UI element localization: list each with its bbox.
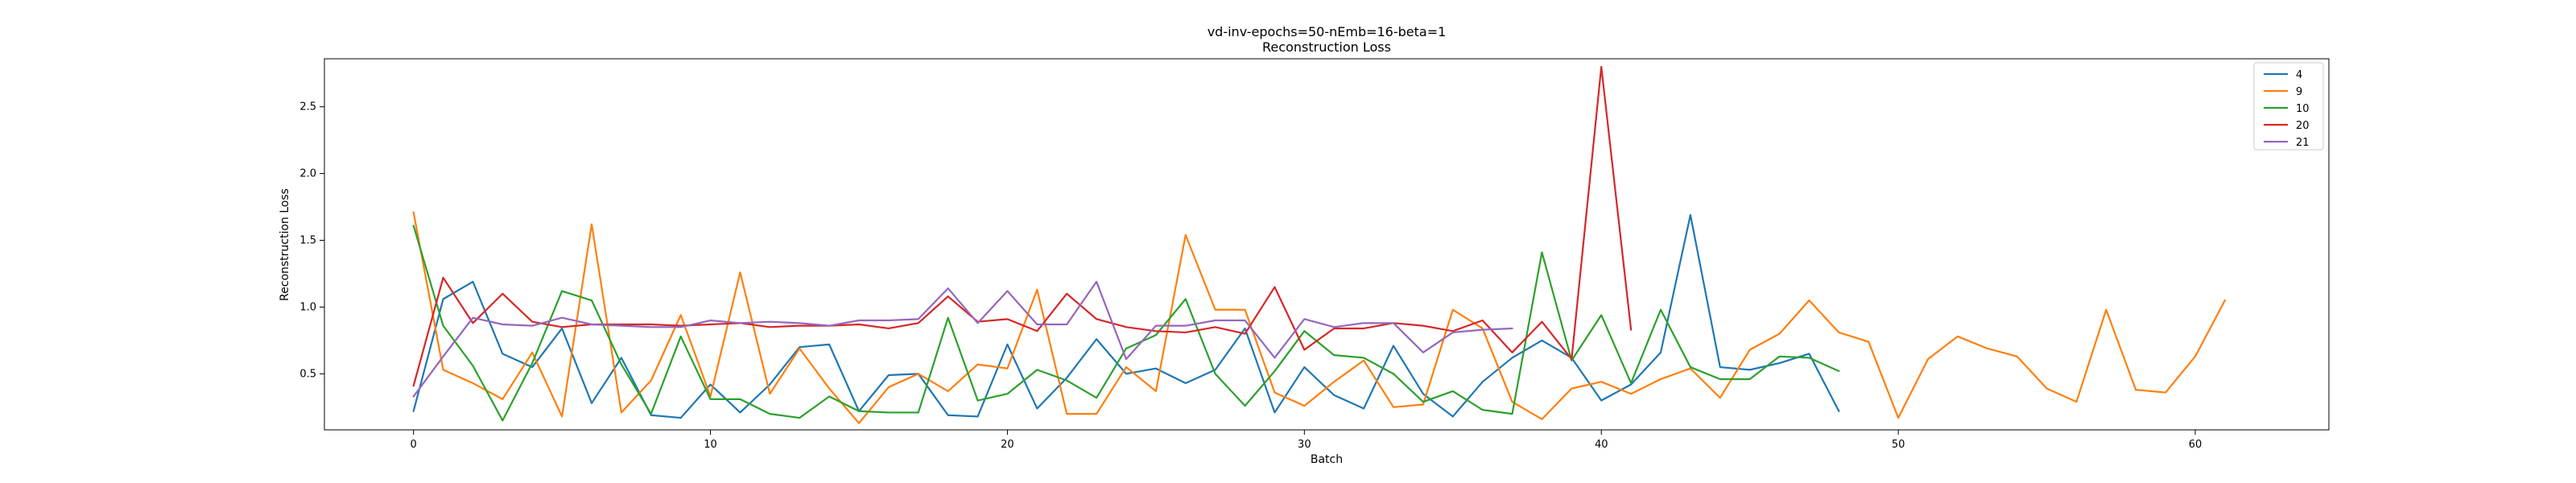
x-axis: 0 10 20 30 40 50 60 bbox=[411, 430, 2202, 451]
x-axis-label: Batch bbox=[1311, 453, 1343, 466]
x-tick-label: 0 bbox=[411, 439, 417, 451]
series-line-20 bbox=[412, 65, 1633, 387]
y-tick-label: 1.5 bbox=[299, 235, 316, 247]
axes-frame bbox=[324, 58, 2330, 431]
legend: 4 9 10 20 21 bbox=[2253, 62, 2324, 151]
legend-label-21: 21 bbox=[2296, 137, 2310, 149]
x-tick-label: 10 bbox=[704, 439, 717, 451]
series-line-21 bbox=[412, 280, 1513, 398]
y-tick-label: 0.5 bbox=[299, 368, 316, 380]
x-tick-label: 30 bbox=[1298, 439, 1311, 451]
x-tick-label: 60 bbox=[2189, 439, 2202, 451]
chart-subtitle: Reconstruction Loss bbox=[1262, 39, 1391, 55]
legend-label-20: 20 bbox=[2296, 120, 2310, 132]
y-axis: 0.5 1.0 1.5 2.0 2.5 bbox=[299, 101, 324, 380]
legend-label-10: 10 bbox=[2296, 103, 2310, 115]
x-tick-label: 20 bbox=[1001, 439, 1014, 451]
plot-area bbox=[412, 65, 2226, 424]
x-tick-label: 40 bbox=[1595, 439, 1608, 451]
y-tick-label: 1.0 bbox=[299, 301, 316, 313]
y-tick-label: 2.5 bbox=[299, 101, 316, 114]
legend-label-9: 9 bbox=[2296, 86, 2302, 98]
legend-label-4: 4 bbox=[2296, 69, 2302, 81]
series-line-10 bbox=[412, 225, 1840, 422]
legend-box bbox=[2253, 62, 2324, 151]
x-tick-label: 50 bbox=[1892, 439, 1905, 451]
y-tick-label: 2.0 bbox=[299, 168, 316, 180]
y-axis-label: Reconstruction Loss bbox=[279, 188, 291, 301]
chart-title: vd-inv-epochs=50-nEmb=16-beta=1 bbox=[1208, 24, 1447, 39]
series-line-9 bbox=[412, 211, 2226, 424]
series-line-4 bbox=[412, 213, 1840, 419]
